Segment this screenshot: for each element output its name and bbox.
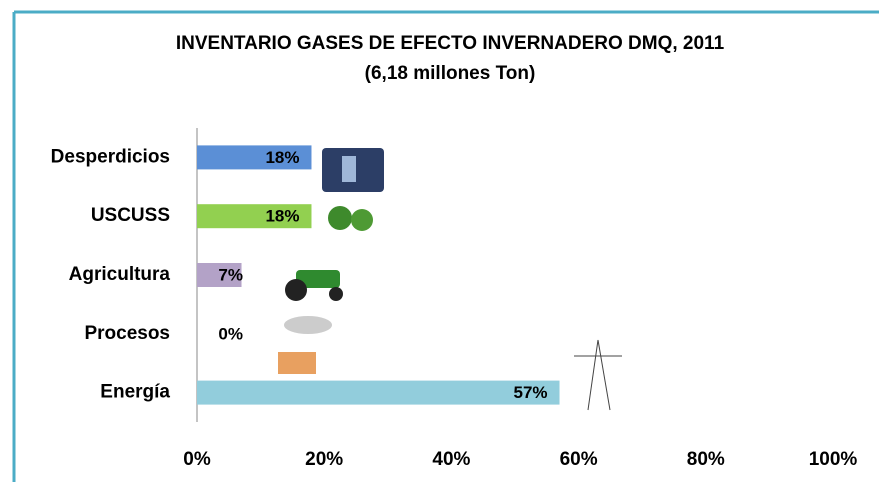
- value-label: 0%: [218, 324, 243, 343]
- tower-icon: [587, 339, 599, 411]
- x-tick-label: 40%: [432, 449, 470, 470]
- y-tick-label: Desperdicios: [51, 146, 170, 167]
- factory-icon: [278, 352, 316, 374]
- value-label: 7%: [218, 265, 243, 284]
- value-label: 18%: [265, 207, 299, 226]
- y-tick-label: Energía: [100, 382, 170, 403]
- y-tick-label: USCUSS: [91, 205, 170, 226]
- icons: [278, 148, 622, 411]
- chart-subtitle: (6,18 millones Ton): [365, 63, 536, 84]
- bar: [197, 145, 312, 170]
- smoke-icon: [284, 316, 332, 334]
- x-tick-label: 60%: [560, 449, 598, 470]
- x-tick-label: 20%: [305, 449, 343, 470]
- value-label: 57%: [513, 383, 547, 402]
- tractor-icon: [296, 270, 340, 288]
- bar: [197, 204, 312, 229]
- tree-icon: [351, 209, 373, 231]
- bar: [197, 380, 560, 405]
- bin-icon: [342, 156, 356, 182]
- x-tick-label: 0%: [183, 449, 211, 470]
- tower-icon: [597, 339, 611, 411]
- value-label: 18%: [265, 148, 299, 167]
- x-tick-label: 100%: [809, 449, 858, 470]
- tree-icon: [328, 206, 352, 230]
- tractor-icon: [285, 279, 307, 301]
- x-tick-label: 80%: [687, 449, 725, 470]
- tractor-icon: [329, 287, 343, 301]
- bar: [197, 263, 242, 287]
- chart-title: INVENTARIO GASES DE EFECTO INVERNADERO D…: [176, 33, 725, 54]
- y-tick-label: Agricultura: [69, 264, 171, 285]
- y-tick-label: Procesos: [84, 323, 170, 344]
